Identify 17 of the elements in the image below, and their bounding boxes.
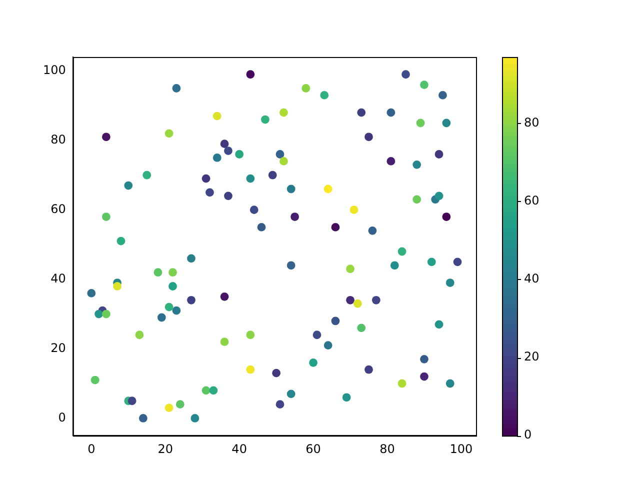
x-tick-label: 60 <box>306 442 321 456</box>
color-bar-label: 80 <box>524 115 540 130</box>
x-tick-label: 0 <box>88 442 96 456</box>
x-tick-label: 80 <box>380 442 395 456</box>
y-tick-label: 20 <box>50 340 66 355</box>
color-bar-label: 20 <box>524 350 540 364</box>
x-tick-label: 20 <box>158 442 173 456</box>
y-tick-label: 100 <box>43 63 66 78</box>
color-bar-label: 40 <box>524 272 540 286</box>
y-tick-label: 40 <box>50 271 66 286</box>
color-bar-label: 0 <box>524 428 532 442</box>
y-tick-label: 80 <box>50 132 66 146</box>
x-tick-label: 100 <box>450 442 473 456</box>
y-tick-label: 0 <box>58 410 66 424</box>
color-bar-label: 60 <box>524 194 540 208</box>
x-tick-label: 40 <box>232 442 247 456</box>
y-tick-label: 60 <box>50 202 66 216</box>
